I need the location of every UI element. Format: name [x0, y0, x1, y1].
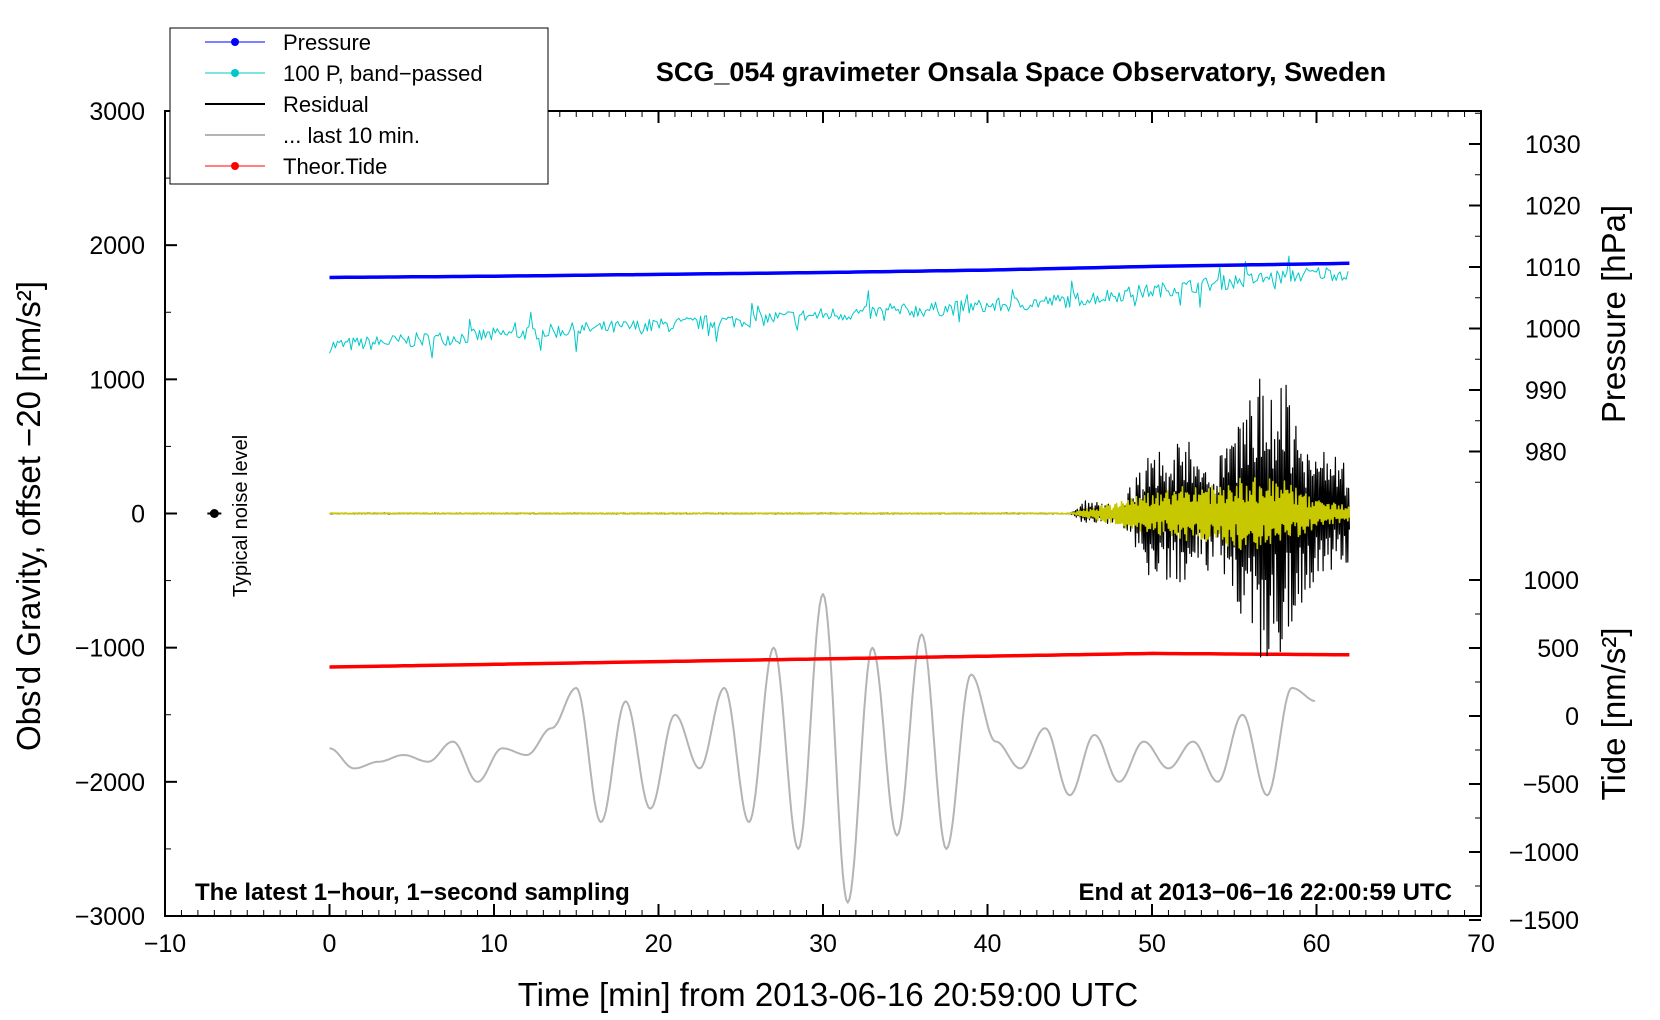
pressure-tick-label: 1000	[1525, 316, 1581, 344]
legend-marker	[231, 69, 239, 77]
series-line-theor-tide	[329, 651, 1350, 669]
noise-label: Typical noise level	[230, 435, 252, 597]
y-tick-label: −2000	[75, 769, 145, 797]
tide-tick-label: 1000	[1523, 567, 1579, 595]
noise-point	[209, 509, 219, 518]
x-tick-label: 30	[809, 930, 837, 958]
tide-tick-label: −1000	[1509, 839, 1579, 867]
x-tick-label: 20	[645, 930, 673, 958]
tide-tick-label: 500	[1537, 635, 1579, 663]
end-time-note: End at 2013−06−16 22:00:59 UTC	[1078, 879, 1452, 906]
x-tick-label: −10	[144, 930, 186, 958]
tide-tick-label: −1500	[1509, 907, 1579, 935]
pressure-tick-label: 1010	[1525, 254, 1581, 282]
x-tick-label: 50	[1138, 930, 1166, 958]
legend-label: 100 P, band−passed	[283, 61, 483, 86]
y-tick-label: 2000	[89, 232, 145, 260]
series-layer	[329, 255, 1351, 904]
legend-label: ... last 10 min.	[283, 123, 420, 148]
x-axis-title: Time [min] from 2013-06-16 20:59:00 UTC	[518, 976, 1139, 1013]
y-tick-label: 1000	[89, 366, 145, 394]
legend-box	[169, 27, 549, 185]
x-tick-label: 0	[323, 930, 337, 958]
pressure-tick-label: 990	[1525, 377, 1567, 405]
y-tick-label: 0	[131, 501, 145, 529]
y-tick-label: −1000	[75, 635, 145, 663]
legend-items: Pressure 100 P, band−passed Residual ... la…	[205, 30, 483, 179]
y-axis-title-tide: Tide [nm/s²]	[1595, 628, 1632, 801]
tide-tick-label: 0	[1565, 703, 1579, 731]
series-line-last-10-min	[329, 593, 1316, 904]
x-tick-label: 10	[480, 930, 508, 958]
noise-indicator: Typical noise level	[207, 435, 252, 597]
pressure-tick-label: 1030	[1525, 131, 1581, 159]
pressure-tick-label: 980	[1525, 439, 1567, 467]
chart-title: SCG_054 gravimeter Onsala Space Observat…	[656, 57, 1386, 87]
legend-label: Theor.Tide	[283, 154, 387, 179]
y-tick-label: −3000	[75, 903, 145, 931]
legend-marker	[231, 38, 239, 46]
series-line-pressure	[329, 261, 1350, 280]
series-line-residual-yellow-overlay	[329, 477, 1351, 551]
legend-marker	[231, 162, 239, 170]
x-tick-label: 60	[1303, 930, 1331, 958]
legend: Pressure 100 P, band−passed Residual ... la…	[169, 27, 549, 185]
y-axis-title-left: Obs'd Gravity, offset −20 [nm/s²]	[10, 281, 47, 751]
y-axis-title-pressure: Pressure [hPa]	[1595, 205, 1632, 423]
tide-tick-label: −500	[1523, 771, 1579, 799]
ticks-layer: −10 0 10 20 30 40 50 60 703000200010000−1000−200…	[75, 98, 1581, 958]
legend-label: Residual	[283, 92, 369, 117]
sampling-note: The latest 1−hour, 1−second sampling	[195, 879, 630, 906]
pressure-tick-label: 1020	[1525, 193, 1581, 221]
x-tick-label: 40	[974, 930, 1002, 958]
legend-label: Pressure	[283, 30, 371, 55]
series-line-100-p-band-passed	[329, 255, 1349, 359]
x-tick-label: 70	[1467, 930, 1495, 958]
y-tick-label: 3000	[89, 98, 145, 126]
